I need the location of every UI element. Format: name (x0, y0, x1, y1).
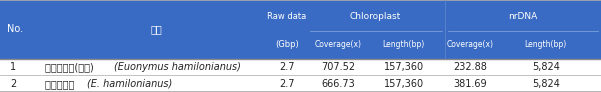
Text: (Euonymus hamilonianus): (Euonymus hamilonianus) (114, 62, 241, 72)
Text: 157,360: 157,360 (384, 79, 424, 89)
Bar (0, 75, 601, 92)
Text: 참빗살나무(무늬): 참빗살나무(무늬) (45, 62, 97, 72)
Text: 참빗살나무: 참빗살나무 (45, 79, 78, 89)
Text: nrDNA: nrDNA (508, 12, 537, 21)
Text: Length(bp): Length(bp) (383, 40, 425, 49)
Text: 국명: 국명 (150, 24, 162, 34)
Text: Raw data: Raw data (267, 12, 307, 21)
Text: 5,824: 5,824 (532, 79, 560, 89)
Text: (E. hamilonianus): (E. hamilonianus) (87, 79, 172, 89)
Text: Length(bp): Length(bp) (525, 40, 567, 49)
Text: 2.7: 2.7 (279, 62, 294, 72)
Bar (0, 0, 601, 59)
Text: 157,360: 157,360 (384, 62, 424, 72)
Text: 381.69: 381.69 (454, 79, 487, 89)
Text: Chloroplast: Chloroplast (350, 12, 401, 21)
Text: 2.7: 2.7 (279, 79, 294, 89)
Text: 707.52: 707.52 (322, 62, 355, 72)
Text: 232.88: 232.88 (454, 62, 487, 72)
Text: 2: 2 (10, 79, 16, 89)
Text: No.: No. (7, 24, 23, 34)
Text: 1: 1 (10, 62, 16, 72)
Text: Coverage(x): Coverage(x) (315, 40, 362, 49)
Bar (0, 59, 601, 75)
Text: (Gbp): (Gbp) (275, 40, 299, 49)
Text: 666.73: 666.73 (322, 79, 355, 89)
Text: Coverage(x): Coverage(x) (447, 40, 494, 49)
Text: 5,824: 5,824 (532, 62, 560, 72)
